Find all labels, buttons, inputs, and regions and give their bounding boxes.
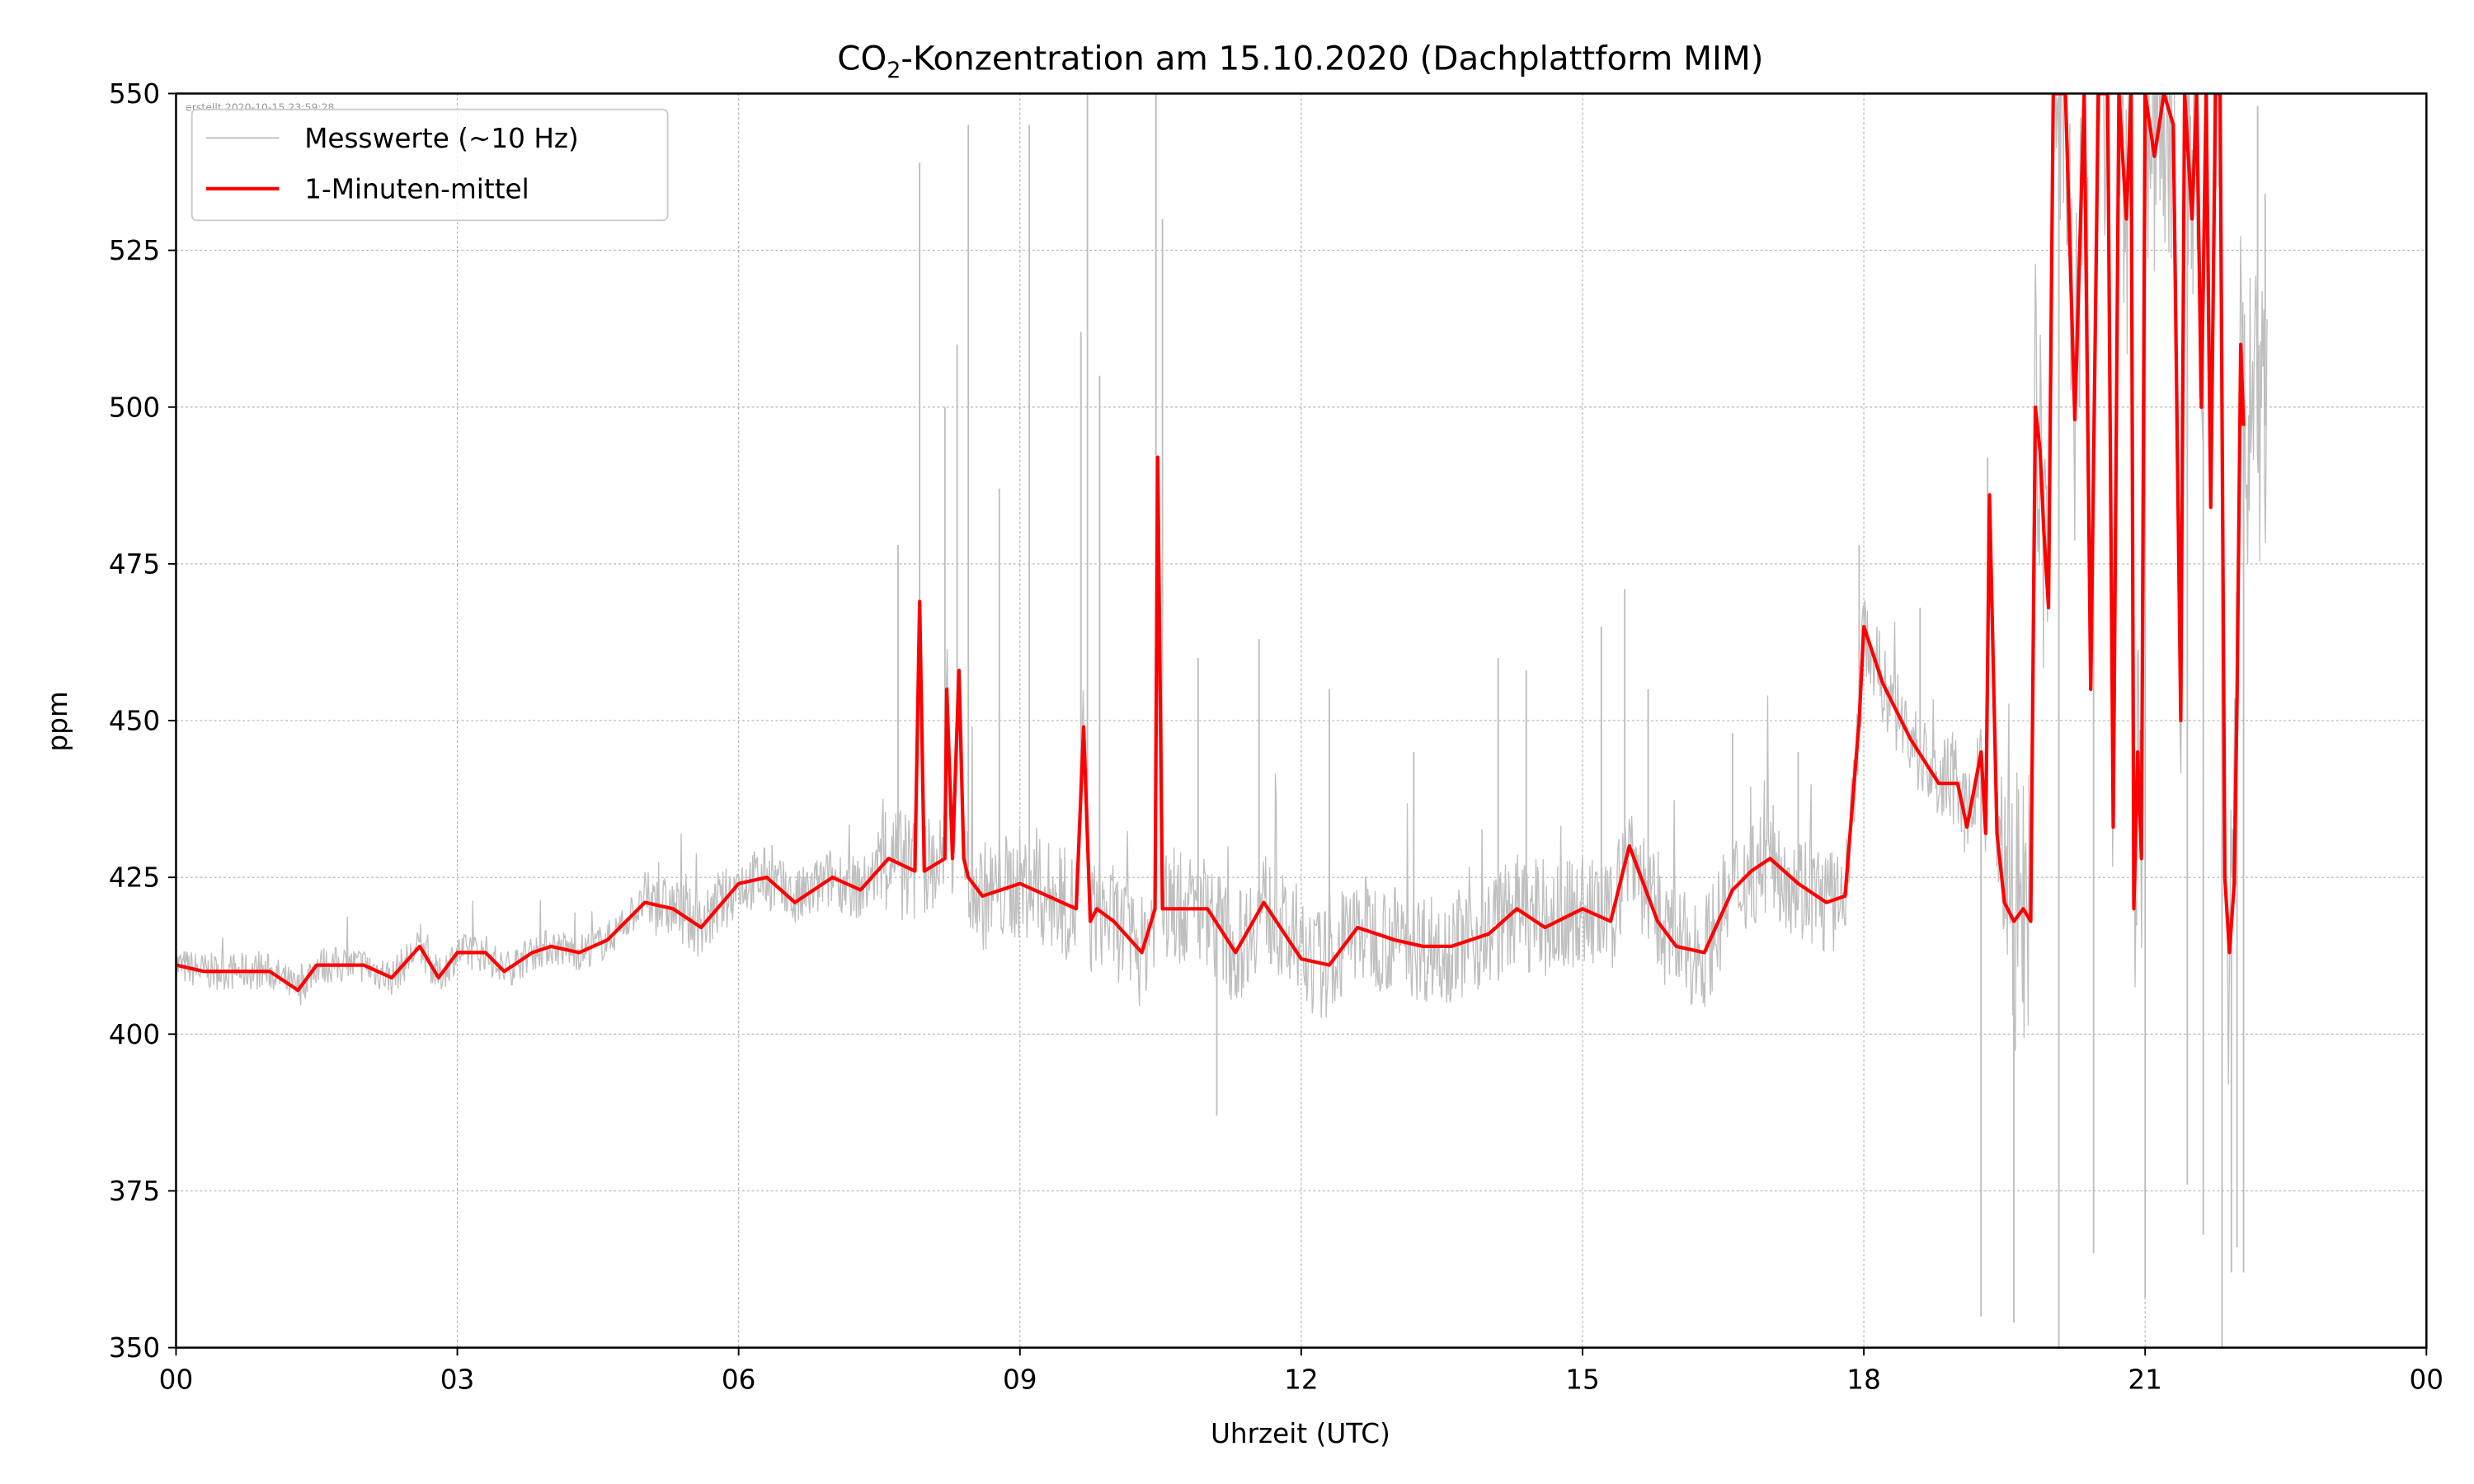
x-tick-label: 15 (1565, 1364, 1600, 1396)
y-tick-label: 400 (109, 1019, 160, 1050)
legend-box (190, 108, 669, 222)
y-tick-label: 550 (109, 78, 160, 110)
y-tick-label: 525 (109, 235, 160, 266)
raw-series (176, 93, 2268, 1348)
legend: Messwerte (~10 Hz) 1-Minuten-mittel (190, 108, 669, 222)
y-tick-label: 350 (109, 1332, 160, 1364)
x-tick-label: 00 (2410, 1364, 2444, 1396)
axis-ticks: 00 03 06 09 12 15 18 21 003503754004254504755005… (109, 78, 2443, 1396)
y-tick-label: 500 (109, 392, 160, 423)
legend-label-raw: Messwerte (~10 Hz) (304, 123, 579, 154)
x-tick-label: 06 (722, 1364, 756, 1396)
x-tick-label: 12 (1284, 1364, 1319, 1396)
x-tick-label: 18 (1846, 1364, 1881, 1396)
grid-lines (175, 92, 2427, 1349)
y-tick-label: 450 (109, 706, 160, 737)
x-tick-label: 09 (1003, 1364, 1037, 1396)
y-axis-label: ppm (42, 691, 73, 751)
y-tick-label: 425 (109, 862, 160, 894)
x-tick-label: 21 (2128, 1364, 2162, 1396)
mean-series-line (176, 93, 2246, 993)
chart-title: CO2-Konzentration am 15.10.2020 (Dachpla… (837, 40, 1763, 84)
y-tick-label: 375 (109, 1176, 160, 1207)
mean-series (176, 93, 2246, 993)
x-tick-label: 03 (440, 1364, 475, 1396)
y-tick-label: 475 (109, 548, 160, 580)
x-axis-label: Uhrzeit (UTC) (1211, 1418, 1390, 1449)
x-tick-label: 00 (159, 1364, 194, 1396)
legend-label-mean: 1-Minuten-mittel (304, 173, 529, 204)
